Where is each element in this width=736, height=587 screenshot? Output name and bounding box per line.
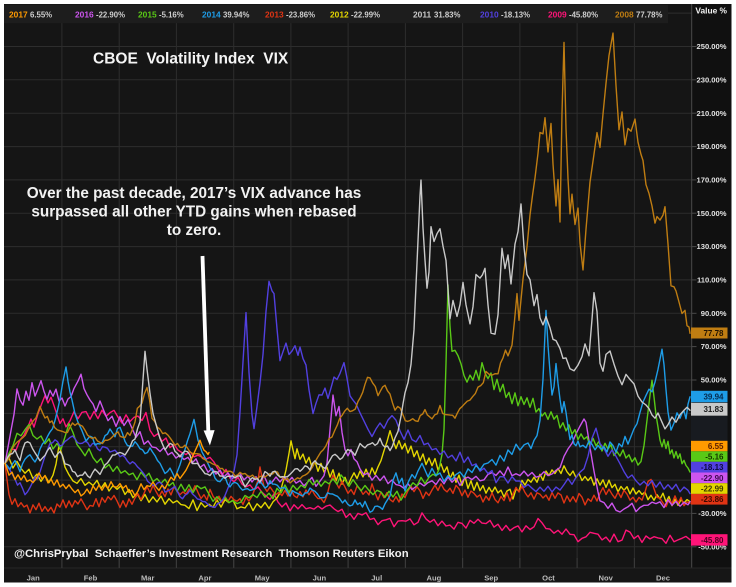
svg-text:Nov: Nov [599,574,614,583]
svg-text:Apr: Apr [198,574,211,583]
svg-text:2012: 2012 [330,10,349,20]
svg-text:130.00%: 130.00% [697,242,727,251]
svg-text:230.00%: 230.00% [697,75,727,84]
svg-text:Over the past decade, 2017’s V: Over the past decade, 2017’s VIX advance… [27,185,361,202]
svg-text:6.55%: 6.55% [30,11,52,20]
svg-text:2010: 2010 [480,10,499,20]
svg-text:Feb: Feb [84,574,98,583]
svg-text:2014: 2014 [202,10,221,20]
svg-text:-22.90: -22.90 [701,474,724,483]
svg-text:2015: 2015 [138,10,157,20]
svg-text:-5.16: -5.16 [705,452,724,461]
svg-text:Mar: Mar [141,574,155,583]
svg-text:190.00%: 190.00% [697,142,727,151]
svg-text:39.94%: 39.94% [223,11,250,20]
svg-text:6.55: 6.55 [708,442,724,451]
svg-text:-45.80%: -45.80% [569,11,598,20]
svg-text:-23.86%: -23.86% [286,11,315,20]
svg-text:39.94: 39.94 [703,392,724,401]
svg-text:-30.00%: -30.00% [698,509,727,518]
svg-text:Aug: Aug [427,574,442,583]
svg-text:2016: 2016 [75,10,94,20]
svg-text:77.78%: 77.78% [636,11,663,20]
svg-text:31.83: 31.83 [703,405,724,414]
svg-text:Dec: Dec [656,574,670,583]
svg-text:-50.00%: -50.00% [698,542,727,551]
svg-text:-45.80: -45.80 [701,536,724,545]
svg-text:2009: 2009 [548,10,567,20]
svg-text:-22.99%: -22.99% [351,11,380,20]
svg-text:-18.13: -18.13 [701,463,724,472]
svg-text:170.00%: 170.00% [697,176,727,185]
svg-text:2008: 2008 [615,10,634,20]
svg-text:-5.16%: -5.16% [159,11,184,20]
svg-text:CBOE Volatility Index VIX: CBOE Volatility Index VIX [93,51,289,68]
svg-text:50.00%: 50.00% [701,376,727,385]
svg-text:2013: 2013 [265,10,284,20]
svg-text:31.83%: 31.83% [434,11,461,20]
svg-text:Jul: Jul [371,574,382,583]
svg-text:May: May [255,574,271,583]
svg-text:Jun: Jun [313,574,327,583]
svg-text:70.00%: 70.00% [701,342,727,351]
svg-text:Jan: Jan [27,574,40,583]
svg-text:Oct: Oct [542,574,555,583]
svg-text:-22.90%: -22.90% [96,11,125,20]
svg-text:250.00%: 250.00% [697,42,727,51]
svg-text:90.00%: 90.00% [701,309,727,318]
svg-text:2017: 2017 [9,10,28,20]
svg-text:Value %: Value % [695,6,727,16]
svg-text:-18.13%: -18.13% [501,11,530,20]
svg-text:@ChrisPrybal Schaeffer’s Inve: @ChrisPrybal Schaeffer’s Investment Rese… [14,548,409,560]
svg-text:-23.86: -23.86 [701,495,724,504]
svg-text:surpassed all other YTD gains: surpassed all other YTD gains when rebas… [31,203,356,220]
svg-text:110.00%: 110.00% [697,276,727,285]
svg-text:77.78: 77.78 [703,329,724,338]
svg-text:2011: 2011 [413,10,432,20]
svg-text:-22.99: -22.99 [701,484,724,493]
svg-text:Sep: Sep [484,574,498,583]
svg-text:210.00%: 210.00% [697,109,727,118]
svg-text:to zero.: to zero. [167,222,221,239]
svg-text:150.00%: 150.00% [697,209,727,218]
